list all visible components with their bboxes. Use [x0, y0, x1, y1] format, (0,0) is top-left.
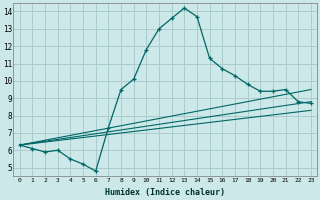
X-axis label: Humidex (Indice chaleur): Humidex (Indice chaleur) [105, 188, 225, 197]
